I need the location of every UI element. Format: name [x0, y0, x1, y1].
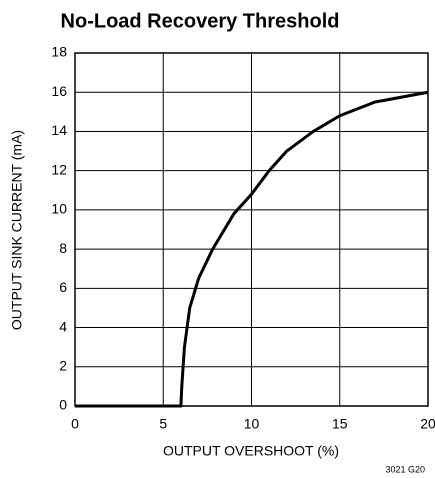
- y-tick-label: 10: [51, 201, 67, 217]
- y-tick-label: 4: [59, 318, 67, 334]
- y-tick-label: 12: [51, 161, 67, 177]
- y-tick-label: 0: [59, 397, 67, 413]
- y-tick-label: 6: [59, 279, 67, 295]
- chart-title: No-Load Recovery Threshold: [61, 10, 340, 32]
- x-tick-label: 5: [159, 416, 167, 432]
- y-tick-label: 14: [51, 122, 67, 138]
- y-tick-label: 8: [59, 240, 67, 256]
- annotation: 3021 G20: [385, 464, 425, 474]
- y-tick-label: 18: [51, 44, 67, 60]
- x-axis-label: OUTPUT OVERSHOOT (%): [163, 443, 339, 459]
- x-tick-label: 20: [420, 416, 435, 432]
- y-axis-label: OUTPUT SINK CURRENT (mA): [9, 130, 25, 330]
- x-tick-label: 10: [244, 416, 260, 432]
- data-line: [75, 90, 429, 408]
- x-tick-label: 0: [71, 416, 79, 432]
- y-tick-label: 16: [51, 83, 67, 99]
- y-tick-label: 2: [59, 357, 67, 373]
- plot-frame: [74, 52, 429, 407]
- x-tick-label: 15: [332, 416, 348, 432]
